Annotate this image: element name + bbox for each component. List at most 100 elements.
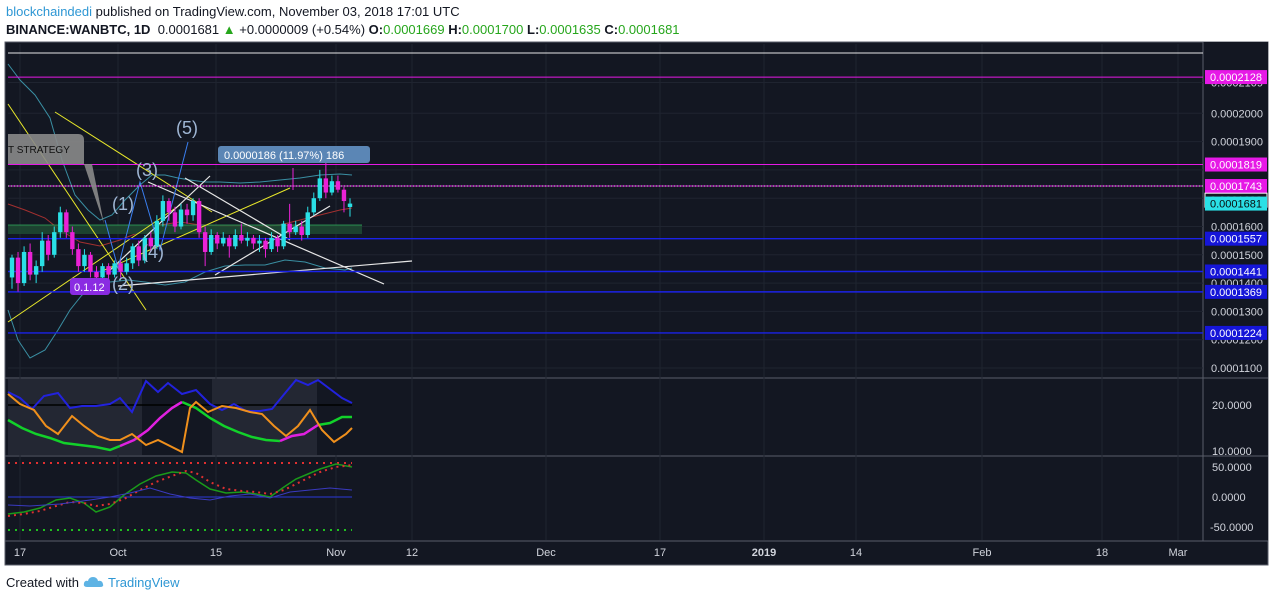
low-label: L: — [527, 22, 540, 37]
adx-axis-10: 10.0000 — [1212, 446, 1252, 458]
candle-body-12 — [82, 254, 87, 267]
candle-body-6 — [46, 240, 51, 255]
candle-body-42 — [263, 240, 268, 250]
time-label-9: Feb — [973, 547, 992, 559]
candle-body-52 — [323, 178, 329, 193]
price-label-bg-2 — [1205, 179, 1267, 194]
candle-body-40 — [251, 237, 256, 244]
price-tick-6: 0.0001300 — [1211, 306, 1263, 318]
candle-body-29 — [184, 209, 190, 216]
ratio-text: 0.1.12 — [74, 282, 105, 294]
time-label-6: 17 — [654, 547, 666, 559]
change-arrow-icon: ▲ — [222, 22, 236, 37]
open-label: O: — [368, 22, 384, 37]
price-tick-1: 0.0002000 — [1211, 108, 1263, 120]
price-label-0: 0.0002128 — [1210, 72, 1262, 84]
author-link[interactable]: blockchaindedi — [6, 4, 93, 19]
wave-labels: (1) (2) (3) (4) (5) — [112, 118, 198, 294]
high-value: 0.0001700 — [461, 22, 524, 37]
candle-body-3 — [27, 251, 33, 275]
candle-body-35 — [221, 237, 226, 244]
adx-pink-line — [119, 400, 183, 448]
candle-body-26 — [166, 201, 172, 213]
time-label-1: Oct — [109, 547, 126, 559]
candles — [9, 161, 353, 292]
price-label-4: 0.0001681 — [1210, 199, 1262, 211]
time-label-5: Dec — [536, 547, 556, 559]
candle-body-7 — [52, 232, 57, 255]
candle-body-0 — [9, 257, 15, 278]
candle-body-48 — [299, 226, 304, 235]
price-label-5: 0.0001557 — [1210, 234, 1262, 246]
measure-box — [218, 146, 370, 163]
candle-body-51 — [317, 178, 323, 199]
yellow-trendlines — [7, 103, 291, 323]
candle-body-54 — [335, 181, 341, 190]
low-value: 0.0001635 — [539, 22, 601, 37]
price-label-7: 0.0001369 — [1210, 287, 1262, 299]
price-label-bg-0 — [1205, 70, 1267, 85]
price-label-6: 0.0001441 — [1210, 266, 1262, 278]
candle-body-1 — [15, 257, 21, 284]
high-label: H: — [448, 22, 462, 37]
candle-body-50 — [311, 198, 316, 213]
price-label-bg-8 — [1205, 325, 1267, 340]
close-label: C: — [604, 22, 619, 37]
candle-body-22 — [142, 237, 147, 261]
time-label-8: 14 — [850, 547, 862, 559]
adx-green-line — [7, 418, 121, 452]
price-label-bg-5 — [1205, 231, 1267, 246]
time-label-4: 12 — [406, 547, 418, 559]
tradingview-link[interactable]: TradingView — [107, 575, 180, 590]
ratio-box — [70, 278, 110, 295]
candle-body-28 — [178, 209, 184, 227]
adx-band-1 — [8, 379, 142, 455]
price-label-bg-6 — [1205, 264, 1267, 279]
candle-body-17 — [112, 263, 117, 275]
candle-body-11 — [76, 249, 81, 267]
candle-body-21 — [136, 246, 141, 261]
candle-body-25 — [160, 201, 166, 221]
candle-body-15 — [100, 266, 105, 278]
time-label-0: 17 — [14, 547, 26, 559]
price-chart[interactable]: T STRATEGY 0.0000186 (11.97%) 186 0.1.12… — [0, 40, 1274, 570]
adx-green-line-2 — [181, 400, 281, 443]
mom-axis-50: 50.0000 — [1212, 462, 1252, 474]
candle-body-19 — [124, 263, 129, 272]
candle-body-16 — [106, 266, 111, 275]
candle-body-53 — [329, 181, 335, 193]
change-value: +0.0000009 (+0.54%) — [239, 22, 366, 37]
adx-axis-20: 20.0000 — [1212, 400, 1252, 412]
candle-body-37 — [233, 234, 238, 247]
close-value: 0.0001681 — [618, 22, 680, 37]
candle-body-14 — [94, 271, 99, 278]
open-value: 0.0001669 — [383, 22, 445, 37]
price-axis-labels: 0.00021090.00020000.00019000.00016000.00… — [1204, 70, 1268, 375]
candle-body-32 — [202, 232, 208, 252]
candle-body-9 — [64, 212, 69, 233]
time-label-3: Nov — [326, 547, 346, 559]
candle-body-41 — [257, 240, 262, 244]
momentum-blue-line — [7, 487, 353, 507]
adx-orange-line — [7, 393, 353, 454]
horizontal-levels — [8, 76, 1203, 334]
symbol-label: BINANCE:WANBTC, 1D — [6, 22, 151, 37]
wave-label-2: (3) — [136, 160, 158, 180]
candle-body-38 — [239, 234, 244, 241]
price-label-1: 0.0001819 — [1210, 160, 1262, 172]
time-label-10: 18 — [1096, 547, 1108, 559]
candle-body-10 — [70, 232, 75, 250]
wave-label-0: (1) — [112, 194, 134, 214]
mom-axis-neg50: -50.0000 — [1210, 522, 1253, 534]
time-axis-labels: 17 Oct 15 Nov 12 Dec 17 2019 14 Feb 18 Mar — [14, 547, 1188, 559]
candle-body-44 — [275, 237, 280, 247]
wave-label-3: (4) — [142, 242, 164, 262]
candle-body-4 — [33, 266, 39, 275]
published-text: published on TradingView.com, November 0… — [95, 4, 460, 19]
candle-body-2 — [21, 251, 27, 284]
created-with-text: Created with — [6, 575, 79, 590]
symbol-line: BINANCE:WANBTC, 1D 0.0001681 ▲ +0.000000… — [6, 22, 680, 37]
price-label-bg-7 — [1205, 284, 1267, 299]
price-tick-2: 0.0001900 — [1211, 137, 1263, 149]
price-label-bg-4 — [1205, 196, 1267, 211]
